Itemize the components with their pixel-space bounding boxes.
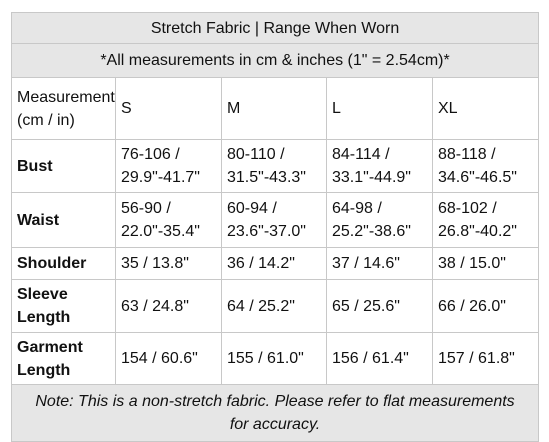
waist-xl-value: 68-102 / 26.8"-40.2" <box>431 192 540 248</box>
shoulder-s-value: 35 / 13.8" <box>115 247 222 280</box>
bust-xl-value: 88-118 / 34.6"-46.5" <box>431 139 540 193</box>
size-chart-table: Stretch Fabric | Range When Worn *All me… <box>10 12 540 442</box>
waist-l-value: 64-98 / 25.2"-38.6" <box>326 192 433 248</box>
row-label-garment-length: Garment Length <box>11 332 116 385</box>
shoulder-l-value: 37 / 14.6" <box>326 247 433 280</box>
measurement-note-row: *All measurements in cm & inches (1" = 2… <box>10 43 540 78</box>
size-header-l: L <box>326 77 433 140</box>
sleeve-m-value: 64 / 25.2" <box>221 279 327 333</box>
fabric-note: Note: This is a non-stretch fabric. Plea… <box>10 384 540 442</box>
table-row-bust: Bust 76-106 / 29.9"-41.7" 80-110 / 31.5"… <box>11 139 540 193</box>
table-row-sleeve-length: Sleeve Length 63 / 24.8" 64 / 25.2" 65 /… <box>11 279 540 333</box>
row-label-sleeve-length: Sleeve Length <box>11 279 116 333</box>
sleeve-s-value: 63 / 24.8" <box>115 279 222 333</box>
measurement-units-note: *All measurements in cm & inches (1" = 2… <box>10 43 540 78</box>
sleeve-l-value: 65 / 25.6" <box>326 279 433 333</box>
row-label-shoulder: Shoulder <box>11 247 116 280</box>
shoulder-m-value: 36 / 14.2" <box>221 247 327 280</box>
size-header-row: Measurement (cm / in) S M L XL <box>11 77 540 140</box>
table-title: Stretch Fabric | Range When Worn <box>10 12 540 44</box>
shoulder-xl-value: 38 / 15.0" <box>431 247 540 280</box>
garment-s-value: 154 / 60.6" <box>115 332 222 385</box>
size-header-xl: XL <box>431 77 540 140</box>
garment-xl-value: 157 / 61.8" <box>431 332 540 385</box>
waist-s-value: 56-90 / 22.0"-35.4" <box>115 192 222 248</box>
waist-m-value: 60-94 / 23.6"-37.0" <box>221 192 327 248</box>
size-header-m: M <box>221 77 327 140</box>
garment-l-value: 156 / 61.4" <box>326 332 433 385</box>
table-row-garment-length: Garment Length 154 / 60.6" 155 / 61.0" 1… <box>11 332 540 385</box>
garment-m-value: 155 / 61.0" <box>221 332 327 385</box>
table-title-row: Stretch Fabric | Range When Worn <box>10 12 540 44</box>
bust-l-value: 84-114 / 33.1"-44.9" <box>326 139 433 193</box>
size-header-s: S <box>115 77 222 140</box>
row-label-bust: Bust <box>11 139 116 193</box>
bust-m-value: 80-110 / 31.5"-43.3" <box>221 139 327 193</box>
sleeve-xl-value: 66 / 26.0" <box>431 279 540 333</box>
table-row-waist: Waist 56-90 / 22.0"-35.4" 60-94 / 23.6"-… <box>11 192 540 248</box>
table-row-shoulder: Shoulder 35 / 13.8" 36 / 14.2" 37 / 14.6… <box>11 247 540 280</box>
measurement-column-header: Measurement (cm / in) <box>11 77 116 140</box>
footer-note-row: Note: This is a non-stretch fabric. Plea… <box>10 384 540 442</box>
bust-s-value: 76-106 / 29.9"-41.7" <box>115 139 222 193</box>
row-label-waist: Waist <box>11 192 116 248</box>
